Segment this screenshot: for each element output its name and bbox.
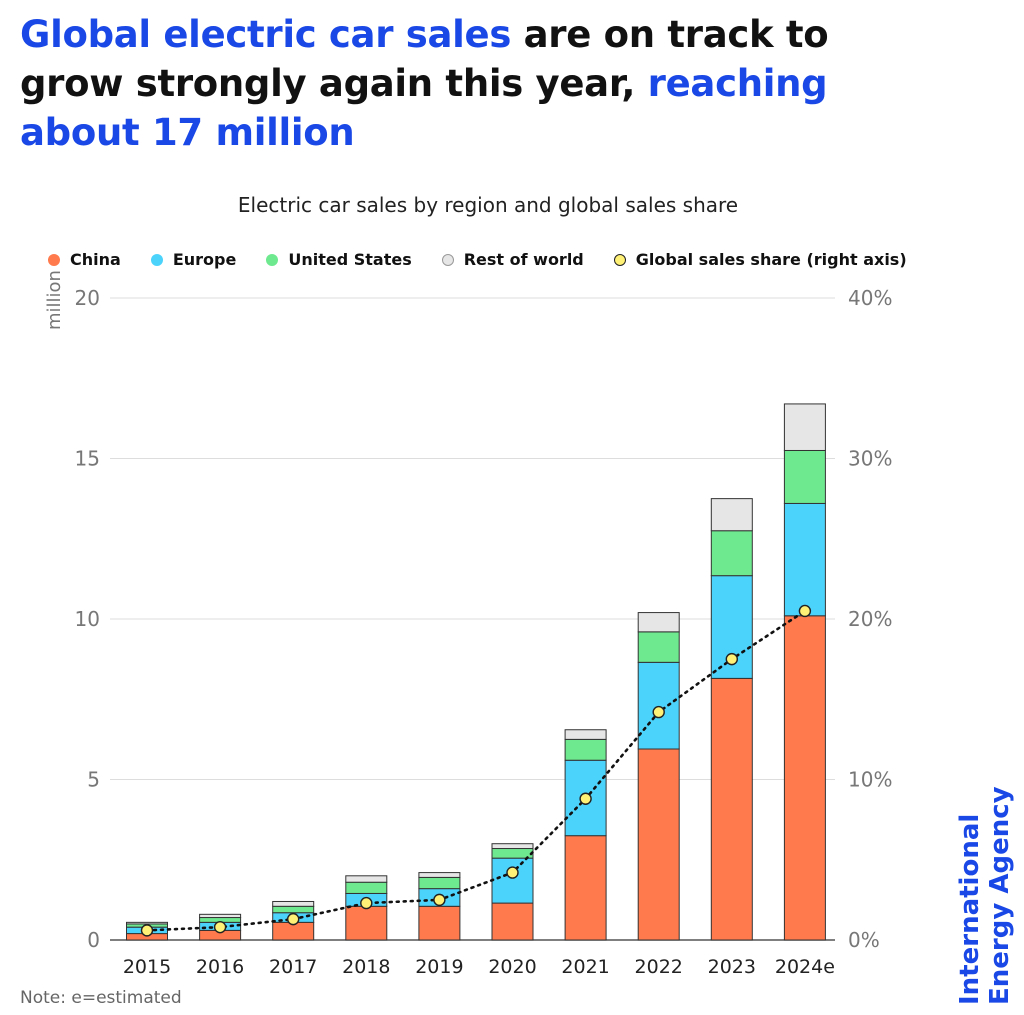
bar-segment-china [783,615,826,941]
iea-logo-line-2: Energy Agency [985,786,1015,1005]
sales-share-point [287,912,300,926]
headline-highlight-1: Global electric car sales [20,13,512,56]
legend-label-china: China [70,250,121,269]
sales-share-point [506,866,519,879]
headline-highlight-2: reaching about 17 million [20,62,828,154]
bar-segment-europe [637,661,680,750]
iea-logo: International Energy Agency [955,786,1015,1005]
legend-label-europe: Europe [172,250,237,269]
sales-share-point [140,924,154,937]
y2-tick-label: 40% [848,286,892,310]
legend-item-china: China [48,250,121,269]
bar-segment-china [418,905,461,941]
legend-label-rest-of-world: Rest of world [463,250,584,269]
bar-segment-rest-of-world [418,872,461,878]
headline: Global electric car sales are on track t… [20,10,900,157]
y2-tick-label: 30% [848,447,892,471]
y-tick-label: 20 [75,286,100,310]
y-tick-label: 0 [87,928,100,952]
y-tick-label: 15 [75,447,100,471]
legend-swatch-rest-of-world [441,253,454,266]
bar-segment-rest-of-world [345,875,388,883]
bar-segment-europe [491,857,534,904]
iea-logo-line-1: International [955,813,985,1005]
chart-legend: China Europe United States Rest of world… [48,250,937,269]
bar-segment-china [710,677,753,941]
sales-share-point [213,920,227,934]
bar-segment-united-states [345,881,388,894]
sales-share-point [579,792,592,805]
bar-segment-rest-of-world [637,612,680,633]
bar-segment-china [345,905,388,941]
bar-segment-rest-of-world [710,498,753,532]
sales-share-line [145,609,807,932]
bar-segment-united-states [783,449,826,504]
sales-share-point [725,652,738,666]
legend-item-global-share: Global sales share (right axis) [613,250,907,269]
chart-note: Note: e=estimated [20,988,182,1008]
y-tick-label: 10 [75,607,100,631]
bar-segment-china [491,902,534,941]
legend-swatch-global-share [613,253,626,266]
bar-segment-rest-of-world [199,913,242,919]
bar-segment-united-states [272,905,315,914]
bar-segment-rest-of-world [126,921,168,925]
x-tick-label: 2019 [415,956,463,978]
legend-label-united-states: United States [288,250,412,269]
sales-share-point [652,705,665,719]
legend-swatch-united-states [266,253,279,266]
legend-label-global-share: Global sales share (right axis) [635,250,907,269]
bar-segment-rest-of-world [491,843,534,850]
x-tick-label: 2023 [708,956,756,978]
legend-item-united-states: United States [266,250,412,269]
x-tick-label: 2018 [342,956,390,978]
legend-item-rest-of-world: Rest of world [441,250,584,269]
x-tick-label: 2022 [635,956,683,978]
bar-segment-united-states [637,631,680,663]
headline-text: are on track to grow strongly again this… [20,13,829,105]
x-tick-label: 2015 [123,956,171,978]
x-tick-label: 2016 [196,956,244,978]
bar-segment-united-states [564,738,607,761]
bar-segment-united-states [710,530,753,577]
bar-segment-europe [783,502,826,617]
bar-segment-united-states [418,876,461,890]
bar-segment-china [637,748,680,941]
y2-tick-label: 0% [848,928,880,952]
chart-title: Electric car sales by region and global … [237,193,739,217]
sales-share-point [360,896,373,910]
bar-segment-rest-of-world [272,900,315,907]
x-tick-label: 2017 [269,956,317,978]
y2-tick-label: 10% [848,768,892,792]
x-tick-label: 2024e [775,956,835,978]
stacked-bar-chart: 0 5 10 15 20 0% 10% 20% 30% 40% 2015 2016 2017 2018 20… [75,286,893,978]
x-tick-label: 2020 [488,956,536,978]
bar-segment-china [564,835,607,941]
y-tick-label: 5 [87,768,100,792]
bar-segment-rest-of-world [564,729,607,740]
bar-segment-rest-of-world [783,403,826,451]
x-tick-label: 2021 [561,956,609,978]
legend-swatch-europe [150,253,163,266]
sales-share-point [798,604,812,618]
y2-tick-label: 20% [848,607,892,631]
sales-share-point [433,893,446,907]
legend-swatch-china [48,253,60,266]
legend-item-europe: Europe [150,250,237,269]
